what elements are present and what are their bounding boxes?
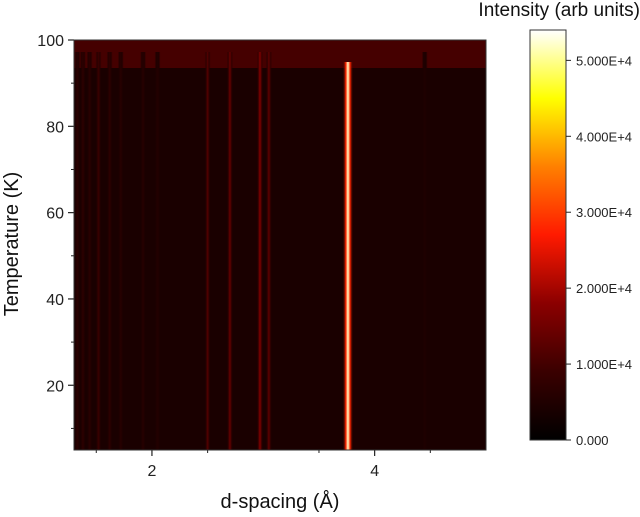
heatmap-peak-line (256, 52, 264, 450)
plot-area (74, 40, 486, 450)
colorbar-tick-label: 3.000E+4 (576, 205, 632, 220)
plot-frame (73, 39, 487, 451)
heatmap-peak-line (265, 52, 273, 450)
y-axis: 20 40 60 80 100 (37, 33, 74, 429)
y-tick-label: 60 (46, 206, 64, 223)
y-tick-label: 80 (46, 119, 64, 136)
x-tick-label: 2 (147, 463, 156, 480)
heatmap-peak-line (421, 52, 428, 450)
heatmap-peak-line (86, 52, 93, 450)
colorbar-title: Intensity (arb units) (478, 0, 640, 21)
heatmap-peak-line (74, 52, 81, 450)
x-axis-title: d-spacing (Å) (221, 490, 340, 513)
heatmap-peak-line (204, 52, 211, 450)
colorbar-gradient (529, 29, 567, 441)
colorbar-tick-label: 5.000E+4 (576, 53, 632, 68)
heatmap-peak-line (79, 52, 86, 450)
heatmap-peak-line (342, 62, 354, 450)
y-tick-label: 40 (46, 292, 64, 309)
heatmap-peak-line (106, 52, 113, 450)
y-axis-title: Temperature (K) (1, 172, 23, 317)
colorbar-tick-label: 1.000E+4 (576, 357, 632, 372)
heatmap-peak-line (154, 52, 161, 450)
y-tick-label: 100 (37, 33, 64, 50)
heatmap-peak-line (95, 52, 102, 450)
heatmap-peak-line (117, 52, 124, 450)
x-tick-label: 4 (370, 463, 379, 480)
colorbar-tick-label: 0.000 (576, 433, 609, 448)
colorbar-tick-label: 4.000E+4 (576, 129, 632, 144)
colorbar: 0.000 1.000E+4 2.000E+4 3.000E+4 4.000E+4 5.0… (529, 29, 632, 448)
y-tick-label: 20 (46, 378, 64, 395)
heatmap-peak-line (140, 52, 146, 450)
heatmap-peak-line (226, 52, 234, 450)
colorbar-tick-label: 2.000E+4 (576, 281, 632, 296)
